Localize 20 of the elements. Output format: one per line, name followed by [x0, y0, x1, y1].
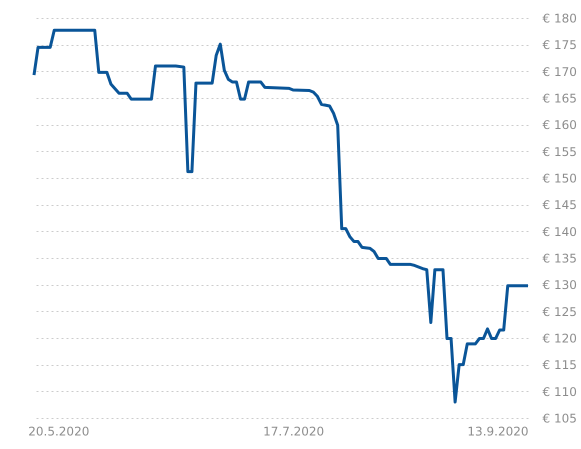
y-tick-label: € 170: [542, 64, 577, 79]
y-tick-label: € 150: [542, 172, 577, 186]
y-tick-label: € 155: [542, 144, 577, 159]
line-series: [32, 28, 530, 404]
y-tick-label: € 110: [542, 384, 577, 399]
y-tick-label: € 135: [542, 252, 577, 266]
y-tick-label: € 180: [542, 12, 577, 26]
x-tick-label: 20.5.2020: [28, 424, 90, 438]
y-tick-label: € 105: [542, 412, 577, 426]
y-tick-label: € 160: [542, 118, 577, 132]
y-tick-label: € 175: [542, 38, 577, 52]
y-tick-label: € 130: [542, 278, 577, 292]
y-tick-label: € 120: [542, 332, 577, 346]
y-tick-label: € 145: [542, 198, 577, 212]
x-tick-label: 17.7.2020: [263, 424, 324, 438]
y-tick-label: € 125: [542, 304, 577, 319]
y-tick-label: € 115: [542, 358, 577, 372]
y-tick-label: € 140: [542, 224, 577, 239]
y-tick-label: € 165: [542, 92, 577, 106]
x-tick-label: 13.9.2020: [467, 424, 528, 438]
